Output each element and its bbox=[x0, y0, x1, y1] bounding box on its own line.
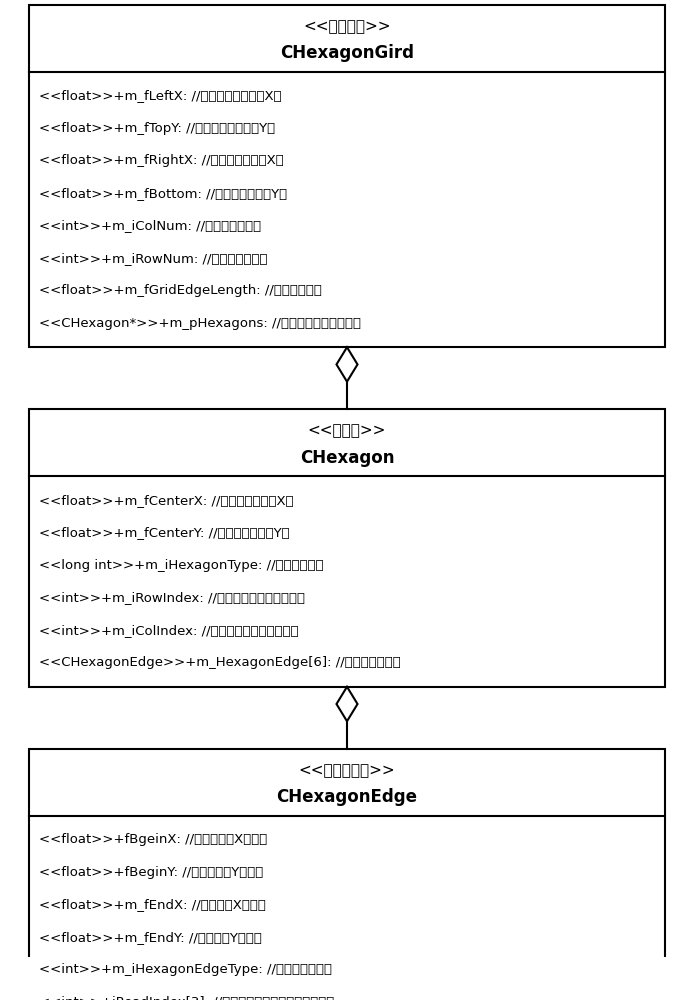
Text: <<六角网格>>: <<六角网格>> bbox=[303, 19, 391, 34]
Bar bbox=[29, 5, 665, 347]
Text: <<float>>+m_fCenterY: //六角格中心点的Y值: <<float>>+m_fCenterY: //六角格中心点的Y值 bbox=[39, 526, 289, 539]
Text: CHexagonEdge: CHexagonEdge bbox=[276, 788, 418, 806]
Text: <<float>>+m_fCenterX: //六角格中心点的X值: <<float>>+m_fCenterX: //六角格中心点的X值 bbox=[39, 494, 294, 507]
Text: <<float>>+m_fRightX: //六角网格右下点X值: <<float>>+m_fRightX: //六角网格右下点X值 bbox=[39, 154, 284, 167]
Text: <<int>>+m_iColNum: //六角网格的列数: <<int>>+m_iColNum: //六角网格的列数 bbox=[39, 219, 261, 232]
Text: <<float>>+fBgeinX: //边起始点的X坐标值: <<float>>+fBgeinX: //边起始点的X坐标值 bbox=[39, 833, 267, 846]
Bar bbox=[29, 409, 665, 687]
Text: <<float>>+m_fBottom: //六角网格右下点Y值: <<float>>+m_fBottom: //六角网格右下点Y值 bbox=[39, 187, 287, 200]
Text: <<CHexagon*>>+m_pHexagons: //六角网格所有的六角格: <<CHexagon*>>+m_pHexagons: //六角网格所有的六角格 bbox=[39, 317, 361, 330]
Text: CHexagonGird: CHexagonGird bbox=[280, 44, 414, 62]
Text: <<六角格的边>>: <<六角格的边>> bbox=[298, 763, 396, 778]
Text: <<float>>+m_fLeftX: //六角网格左上点的X值: <<float>>+m_fLeftX: //六角网格左上点的X值 bbox=[39, 89, 282, 102]
Text: <<CHexagonEdge>>+m_HexagonEdge[6]: //六角格的六条边: <<CHexagonEdge>>+m_HexagonEdge[6]: //六角格… bbox=[39, 656, 400, 669]
Text: <<float>>+fBeginY: //边起始点的Y坐标值: <<float>>+fBeginY: //边起始点的Y坐标值 bbox=[39, 866, 263, 879]
Text: <<int>>+m_iColIndex: //六角格在网格中列的索引: <<int>>+m_iColIndex: //六角格在网格中列的索引 bbox=[39, 624, 298, 637]
Text: <<float>>+m_fTopY: //六角网格左上点的Y值: <<float>>+m_fTopY: //六角网格左上点的Y值 bbox=[39, 122, 275, 135]
Text: <<float>>+m_fGridEdgeLength: //六角格的边长: <<float>>+m_fGridEdgeLength: //六角格的边长 bbox=[39, 284, 322, 297]
Text: <<long int>>+m_iHexagonType: //六角格的属性: <<long int>>+m_iHexagonType: //六角格的属性 bbox=[39, 559, 323, 572]
Text: <<int>>+m_iRowIndex: //六角格在网格中行的索引: <<int>>+m_iRowIndex: //六角格在网格中行的索引 bbox=[39, 591, 305, 604]
Text: CHexagon: CHexagon bbox=[300, 449, 394, 467]
Text: <<float>>+m_fEndY: //边终点的Y坐标值: <<float>>+m_fEndY: //边终点的Y坐标值 bbox=[39, 931, 262, 944]
Bar bbox=[29, 749, 665, 1000]
Text: <<六角格>>: <<六角格>> bbox=[308, 423, 386, 438]
Text: <<int>>+m_iHexagonEdgeType: //六角格边的属性: <<int>>+m_iHexagonEdgeType: //六角格边的属性 bbox=[39, 963, 332, 976]
Text: <<float>>+m_fEndX: //边终点的X坐标值: <<float>>+m_fEndX: //边终点的X坐标值 bbox=[39, 898, 266, 911]
Text: <<int>>+iRoadIndex[3]: //与公路属性关联的原始公路信息: <<int>>+iRoadIndex[3]: //与公路属性关联的原始公路信息 bbox=[39, 996, 335, 1000]
Text: <<int>>+m_iRowNum: //六角网格的行数: <<int>>+m_iRowNum: //六角网格的行数 bbox=[39, 252, 267, 265]
